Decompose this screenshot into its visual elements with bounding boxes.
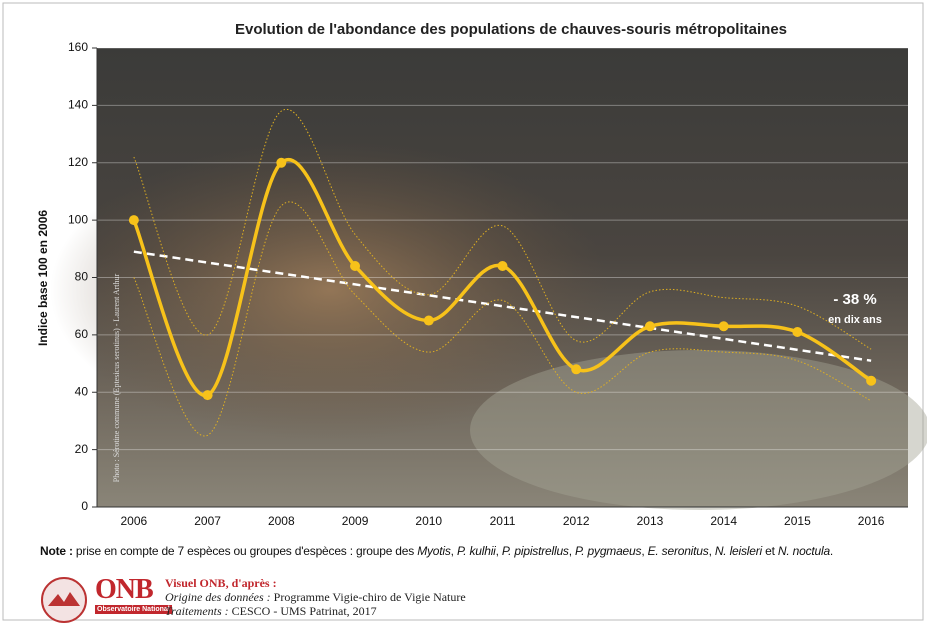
x-tick-label: 2012 [563, 514, 590, 528]
y-tick-label: 80 [75, 270, 89, 284]
footer-line-label: Traitements : [165, 604, 229, 618]
x-tick-label: 2016 [858, 514, 885, 528]
x-tick-label: 2009 [342, 514, 369, 528]
annotation: - 38 % [833, 291, 876, 308]
chart-title: Evolution de l'abondance des populations… [235, 21, 787, 38]
y-tick-label: 0 [81, 499, 88, 513]
x-tick-label: 2015 [784, 514, 811, 528]
note-segment: N. noctula [778, 544, 830, 558]
data-point [129, 215, 139, 225]
y-tick-label: 160 [68, 40, 88, 54]
y-tick-label: 40 [75, 384, 89, 398]
note-segment: et [762, 544, 778, 558]
data-point [203, 390, 213, 400]
footer: ONB Observatoire National Visuel ONB, d'… [40, 572, 640, 623]
note: Note : prise en compte de 7 espèces ou g… [40, 544, 833, 558]
footer-line-text: CESCO - UMS Patrinat, 2017 [229, 604, 377, 618]
note-segment: P. kulhii [457, 544, 496, 558]
footer-line-text: Programme Vigie-chiro de Vigie Nature [271, 590, 466, 604]
data-point [424, 316, 434, 326]
data-point [645, 321, 655, 331]
y-tick-label: 120 [68, 155, 88, 169]
note-segment: . [830, 544, 833, 558]
note-segment: P. pygmaeus [575, 544, 641, 558]
footer-line: Origine des données : Programme Vigie-ch… [165, 590, 466, 604]
x-tick-label: 2014 [710, 514, 737, 528]
note-segment: E. seronitus [648, 544, 709, 558]
data-point [571, 364, 581, 374]
x-tick-label: 2008 [268, 514, 295, 528]
data-point [350, 261, 360, 271]
y-tick-label: 100 [68, 212, 88, 226]
y-tick-label: 20 [75, 442, 89, 456]
data-point [276, 158, 286, 168]
data-point [792, 327, 802, 337]
logo: ONB [95, 574, 153, 606]
chart: Evolution de l'abondance des populations… [0, 0, 927, 623]
photo-credit: Photo : Sérotine commune (Eptesicus sero… [112, 273, 121, 482]
data-point [719, 321, 729, 331]
note-text: prise en compte de 7 espèces ou groupes … [73, 544, 833, 558]
note-segment: Myotis [417, 544, 450, 558]
y-axis-label: Indice base 100 en 2006 [36, 210, 50, 346]
x-tick-label: 2011 [490, 514, 516, 528]
footer-lines: Origine des données : Programme Vigie-ch… [165, 590, 466, 618]
logo-sub: Observatoire National [95, 605, 172, 614]
note-segment: P. pipistrellus [502, 544, 569, 558]
page: Evolution de l'abondance des populations… [0, 0, 927, 623]
data-point [498, 261, 508, 271]
y-tick-label: 60 [75, 327, 89, 341]
annotation-sub: en dix ans [828, 314, 882, 326]
y-tick-label: 140 [68, 98, 88, 112]
x-tick-label: 2013 [637, 514, 664, 528]
x-tick-label: 2006 [121, 514, 148, 528]
footer-heading: Visuel ONB, d'après : [165, 576, 277, 591]
x-tick-label: 2007 [194, 514, 221, 528]
note-segment: prise en compte de 7 espèces ou groupes … [73, 544, 417, 558]
data-point [866, 376, 876, 386]
note-label: Note : [40, 544, 73, 558]
x-tick-label: 2010 [415, 514, 442, 528]
footer-line-label: Origine des données : [165, 590, 271, 604]
note-segment: N. leisleri [715, 544, 762, 558]
footer-line: Traitements : CESCO - UMS Patrinat, 2017 [165, 604, 466, 618]
photo-rock [470, 350, 927, 510]
logo-emblem [40, 576, 90, 623]
